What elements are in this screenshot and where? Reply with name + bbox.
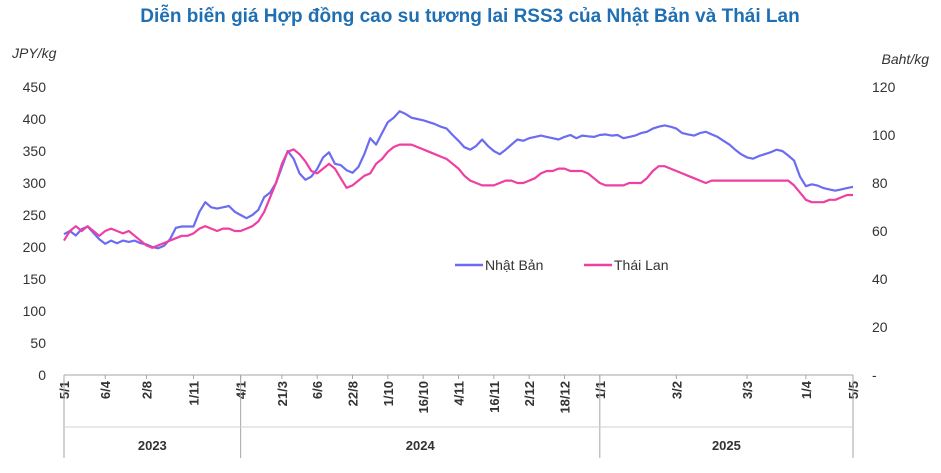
left-y-tick-label: 400 [23,111,47,127]
left-y-tick-label: 250 [23,207,47,223]
x-tick-label: 21/3 [275,381,290,406]
chart-title: Diễn biến giá Hợp đồng cao su tương lai … [140,5,799,27]
x-tick-label: 4/11 [452,381,467,406]
series-line-japan [63,110,854,250]
left-y-tick-label: 150 [23,271,47,287]
left-y-tick-label: 100 [23,303,47,319]
x-tick-label: 6/4 [98,380,113,399]
right-y-tick-label: 120 [872,79,896,95]
right-y-tick-label: - [872,367,877,383]
year-label: 2023 [138,438,167,453]
left-y-tick-label: 350 [23,143,47,159]
year-label: 2024 [406,438,436,453]
x-tick-label: 1/4 [799,380,814,399]
legend-label: Thái Lan [614,257,668,273]
series-line-thailand [63,143,853,249]
x-tick-label: 2/12 [522,381,537,406]
x-tick-label: 1/10 [381,381,396,406]
right-y-tick-label: 80 [872,175,888,191]
x-tick-label: 6/6 [310,381,325,399]
x-tick-label: 16/11 [487,381,502,413]
legend-label: Nhật Bản [485,257,543,273]
right-y-tick-label: 20 [872,319,888,335]
x-tick-label: 22/8 [346,381,361,406]
x-tick-label: 3/3 [740,381,755,399]
left-y-tick-label: 200 [23,239,47,255]
x-tick-label: 18/12 [557,381,572,414]
left-y-tick-label: 0 [38,367,46,383]
right-y-tick-label: 100 [872,127,896,143]
x-tick-label: 16/10 [416,381,431,414]
left-y-tick-label: 300 [23,175,47,191]
x-tick-label: 3/2 [669,381,684,399]
left-axis-unit: JPY/kg [11,45,57,61]
right-y-tick-label: 40 [872,271,888,287]
right-axis-unit: Baht/kg [882,51,930,67]
x-tick-label: 2/8 [139,381,154,399]
right-y-tick-label: 60 [872,223,888,239]
left-y-tick-label: 450 [23,79,47,95]
left-y-tick-label: 50 [30,335,46,351]
x-tick-label: 1/11 [187,381,202,406]
year-label: 2025 [712,438,741,453]
